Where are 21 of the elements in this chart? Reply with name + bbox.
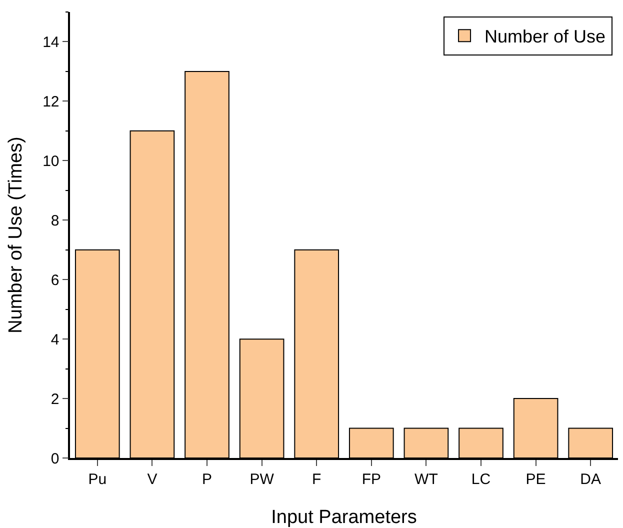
y-axis-title: Number of Use (Times) <box>6 136 26 334</box>
x-tick-label: F <box>312 470 322 488</box>
x-tick-label: LC <box>471 470 491 488</box>
x-tick-label: Pu <box>88 470 107 488</box>
x-tick-label: PE <box>526 470 546 488</box>
y-tick-label: 8 <box>50 212 60 230</box>
x-axis-title: Input Parameters <box>271 507 417 528</box>
x-tick-label: V <box>147 470 158 488</box>
y-tick-label: 12 <box>42 93 60 110</box>
y-tick-label: 10 <box>42 152 60 170</box>
x-tick-label: PW <box>250 470 275 488</box>
x-tick-label: P <box>202 470 212 488</box>
y-tick-label: 4 <box>50 331 60 348</box>
y-tick-label: 0 <box>50 450 60 468</box>
y-tick-label: 6 <box>50 272 60 289</box>
legend-label: Number of Use <box>484 26 606 47</box>
y-tick-label: 14 <box>42 34 60 51</box>
y-tick-label: 2 <box>50 390 60 408</box>
x-tick-label: WT <box>414 470 438 488</box>
x-tick-label: DA <box>580 470 602 488</box>
x-tick-label: FP <box>362 470 381 488</box>
